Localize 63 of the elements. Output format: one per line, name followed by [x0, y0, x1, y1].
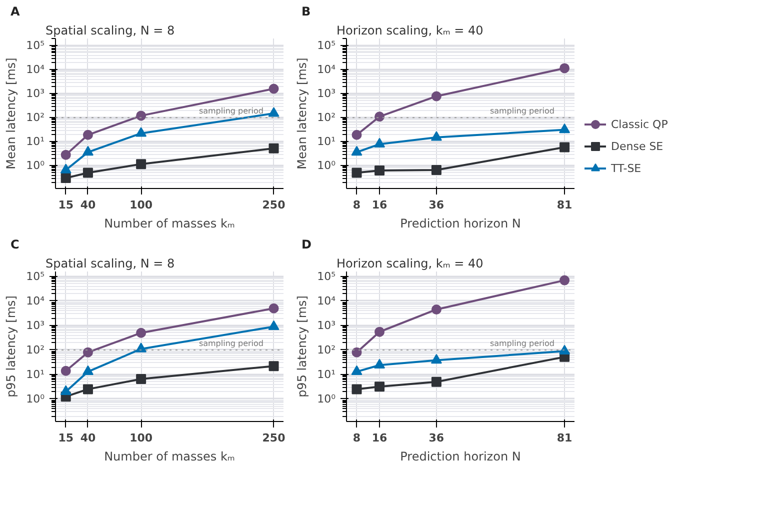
- y-tick-label: 10³: [317, 87, 336, 100]
- y-tick-label: 10²: [26, 343, 45, 356]
- ref-line-label: sampling period: [198, 106, 264, 116]
- x-tick-label: 81: [556, 198, 572, 212]
- y-tick-label: 10³: [317, 318, 336, 332]
- y-tick-label: 10⁰: [317, 159, 336, 172]
- x-tick-label: 16: [372, 432, 388, 444]
- x-tick-label: 250: [262, 198, 286, 212]
- ref-line-label: sampling period: [490, 106, 554, 116]
- chart-title: D: [302, 238, 312, 252]
- y-axis-title: p95 latency [ms]: [4, 296, 18, 398]
- chart-subtitle: Spatial scaling, N = 8: [46, 256, 175, 270]
- chart-subtitle: Spatial scaling, N = 8: [46, 24, 175, 38]
- x-tick-label: 15: [58, 198, 74, 212]
- y-tick-label: 10¹: [317, 135, 336, 148]
- y-tick-label: 10⁵: [26, 39, 45, 52]
- y-tick-label: 10⁴: [317, 63, 336, 76]
- x-axis-title: Number of masses kₘ: [104, 216, 235, 230]
- y-axis-title: p95 latency [ms]: [295, 296, 310, 398]
- x-tick-label: 15: [58, 432, 74, 444]
- chart-title: C: [10, 238, 20, 252]
- x-axis-title: Prediction horizon N: [400, 216, 521, 230]
- y-tick-label: 10³: [26, 87, 45, 100]
- y-tick-label: 10¹: [26, 135, 45, 148]
- y-tick-label: 10⁴: [317, 294, 336, 308]
- y-tick-label: 10⁰: [317, 392, 336, 406]
- y-tick-label: 10⁴: [26, 294, 46, 308]
- y-tick-label: 10⁵: [317, 270, 336, 283]
- legend-label: Dense SE: [611, 140, 664, 152]
- y-tick-label: 10⁴: [26, 63, 46, 76]
- x-axis-title: Number of masses kₘ: [104, 450, 235, 464]
- y-tick-label: 10¹: [26, 368, 45, 381]
- x-tick-label: 36: [428, 198, 444, 212]
- x-tick-label: 100: [130, 198, 153, 212]
- x-tick-label: 40: [80, 198, 96, 212]
- y-tick-label: 10⁰: [26, 159, 46, 172]
- ref-line-label: sampling period: [198, 338, 264, 348]
- y-axis-title: Mean latency [ms]: [295, 58, 310, 170]
- x-tick-label: 250: [262, 432, 286, 444]
- legend-label: Classic QP: [611, 118, 668, 130]
- x-tick-label: 40: [80, 432, 96, 444]
- x-tick-label: 100: [130, 432, 153, 444]
- y-tick-label: 10²: [317, 111, 336, 124]
- chart-title: A: [10, 4, 20, 18]
- y-tick-label: 10²: [317, 343, 336, 356]
- y-tick-label: 10¹: [317, 368, 336, 381]
- x-tick-label: 36: [428, 432, 444, 444]
- chart-subtitle: Horizon scaling, kₘ = 40: [336, 256, 484, 270]
- y-tick-label: 10⁰: [26, 392, 46, 406]
- x-axis-title: Prediction horizon N: [400, 450, 521, 464]
- chart-subtitle: Horizon scaling, kₘ = 40: [336, 24, 484, 38]
- legend-label: TT-SE: [611, 162, 642, 174]
- y-tick-label: 10⁵: [317, 39, 336, 52]
- ref-line-label: sampling period: [490, 338, 554, 348]
- x-tick-label: 8: [352, 432, 361, 444]
- y-tick-label: 10³: [26, 318, 45, 332]
- y-tick-label: 10⁵: [26, 270, 45, 283]
- x-tick-label: 81: [556, 432, 572, 444]
- y-tick-label: 10²: [26, 111, 45, 124]
- x-tick-label: 16: [372, 198, 388, 212]
- chart-title: B: [302, 4, 311, 18]
- x-tick-label: 8: [352, 198, 361, 212]
- y-axis-title: Mean latency [ms]: [4, 58, 18, 170]
